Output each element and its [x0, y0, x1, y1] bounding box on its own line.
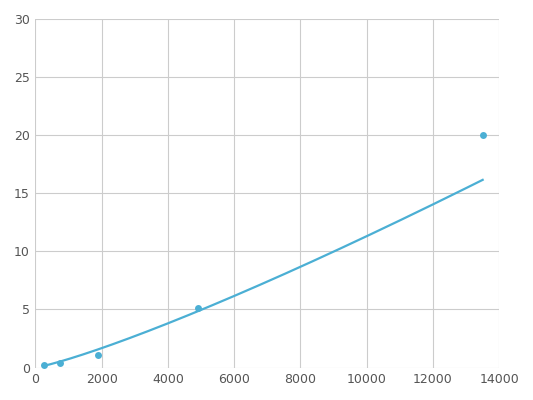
Point: [39, 362, 48, 368]
Point: [193, 305, 202, 312]
Point: [479, 132, 487, 138]
Point: [94, 352, 102, 358]
Point: [56, 360, 64, 366]
